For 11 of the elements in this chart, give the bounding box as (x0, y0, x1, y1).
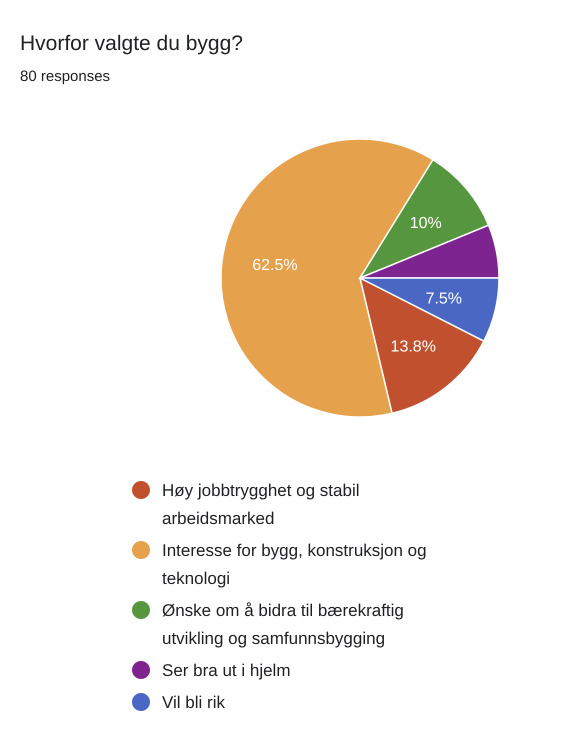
chart-title: Hvorfor valgte du bygg? (20, 32, 243, 55)
chart-subtitle: 80 responses (20, 68, 110, 85)
data-label: 7.5% (426, 290, 462, 308)
legend-label: Ser bra ut i hjelm (162, 660, 290, 680)
legend-label: Ønske om å bidra til bærekraftig utvikling og samfunnsbygging (162, 600, 404, 648)
legend-label: Interesse for bygg, konstruksjon og teknologi (162, 540, 427, 588)
data-label: 62.5% (252, 256, 298, 274)
legend-label: Vil bli rik (162, 692, 226, 712)
data-label: 10% (410, 214, 442, 232)
data-label: 13.8% (390, 338, 436, 356)
legend-label: Høy jobbtrygghet og stabil arbeidsmarked (162, 480, 360, 528)
